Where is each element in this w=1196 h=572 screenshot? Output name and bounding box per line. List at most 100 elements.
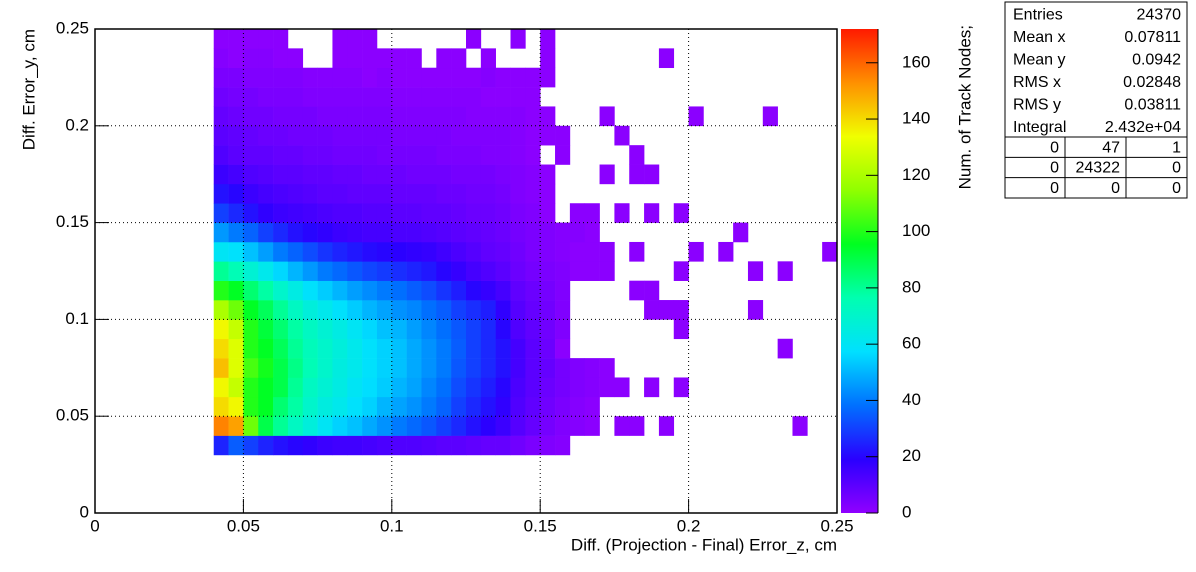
cell [213, 358, 229, 378]
x-tick-label: 0.25 [820, 516, 853, 535]
x-tick-label: 0 [90, 516, 99, 535]
cell [555, 106, 570, 126]
cell [629, 48, 644, 68]
cell [391, 222, 407, 243]
y-tick-label: 0.2 [65, 115, 89, 134]
cell [466, 377, 482, 398]
cell [480, 203, 496, 223]
cell [674, 48, 689, 68]
y-tick-label: 0.05 [56, 406, 89, 425]
cell [555, 435, 571, 456]
cell [644, 397, 659, 417]
cell [436, 29, 451, 49]
cell [228, 261, 244, 281]
cell [540, 300, 556, 320]
cell [436, 377, 452, 398]
cell [228, 435, 244, 456]
cell [406, 48, 422, 69]
cell [347, 222, 363, 243]
cell [585, 29, 600, 49]
cell [689, 203, 704, 223]
cell [228, 416, 244, 436]
cell [629, 339, 644, 359]
cell [778, 300, 793, 320]
cell [317, 145, 333, 165]
cell [376, 48, 393, 69]
cell [748, 242, 763, 262]
cell [228, 125, 244, 146]
cell [347, 377, 363, 398]
stat-value: 0.02848 [1123, 74, 1181, 91]
cell [317, 106, 333, 127]
cell [302, 87, 318, 107]
cell [733, 436, 748, 456]
y-axis-title: Diff. Error_y, cm [19, 29, 38, 150]
cell [273, 396, 289, 417]
cell [362, 48, 378, 69]
stat-label: Entries [1013, 6, 1063, 23]
cell [659, 339, 674, 359]
cell [569, 377, 586, 398]
cell [570, 281, 585, 301]
cell [406, 241, 422, 262]
cell [733, 126, 748, 146]
cell [540, 338, 556, 359]
cell [480, 145, 496, 165]
cell [376, 222, 393, 243]
cell [763, 339, 778, 359]
cell [525, 416, 541, 436]
cell [718, 300, 733, 320]
cell [674, 358, 689, 378]
overflow-cell: 1 [1172, 139, 1181, 156]
cell [748, 203, 763, 223]
cell [495, 183, 511, 204]
cell [332, 319, 348, 340]
cell [213, 280, 229, 301]
cell [258, 319, 274, 340]
cell [585, 126, 600, 146]
cell [585, 68, 600, 88]
cell [703, 48, 718, 68]
cell [792, 29, 807, 49]
cell [733, 300, 748, 320]
cell [376, 261, 393, 281]
cell [718, 48, 733, 68]
cell [525, 29, 540, 49]
cell [421, 67, 437, 88]
cell [600, 339, 615, 359]
cell [748, 436, 763, 456]
cell [822, 300, 837, 320]
x-tick-label: 0.1 [380, 516, 404, 535]
cell [421, 125, 437, 146]
cell [273, 67, 289, 88]
cell [629, 261, 644, 281]
cell [644, 87, 659, 107]
cell [703, 68, 718, 88]
cell [391, 87, 407, 107]
cell [406, 280, 422, 301]
cell [302, 261, 318, 281]
cell [703, 436, 718, 456]
cell [718, 377, 733, 397]
cell [510, 300, 526, 320]
cell [703, 319, 718, 339]
cell [748, 377, 763, 397]
cell [451, 145, 467, 165]
cell [555, 319, 571, 340]
cell [733, 87, 748, 107]
z-axis-title: Num. of Track Nodes; [955, 25, 974, 189]
cell [421, 280, 437, 301]
cell [718, 68, 733, 88]
cell [302, 416, 318, 436]
z-tick-label: 80 [902, 277, 921, 296]
cell [362, 261, 378, 281]
cell [689, 416, 704, 436]
cell [673, 261, 689, 281]
cell [614, 125, 630, 146]
cell [332, 183, 348, 204]
cell [213, 435, 229, 456]
cell [406, 396, 422, 417]
cell [763, 261, 778, 281]
z-tick-label: 120 [902, 165, 930, 184]
cell [689, 281, 704, 301]
